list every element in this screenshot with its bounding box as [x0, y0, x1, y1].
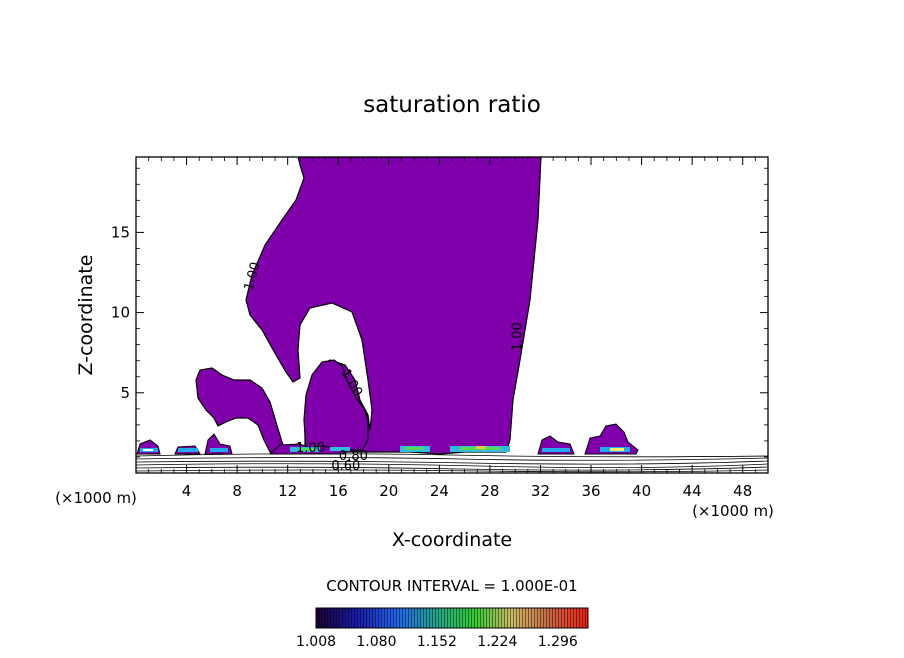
plot-area: 1.001.001.001.000.800.60 — [136, 157, 768, 473]
x-tick-label: 44 — [683, 482, 702, 500]
x-axis-label: X-coordinate — [392, 529, 512, 551]
y-axis-unit: (×1000 m) — [55, 489, 137, 507]
supersat-cores — [140, 446, 630, 452]
colorbar-tick-label: 1.296 — [538, 634, 578, 650]
colorbar-tick-label: 1.152 — [417, 634, 457, 650]
supersat-region-main — [245, 157, 542, 455]
x-tick-label: 48 — [733, 482, 752, 500]
contour-label: 0.60 — [331, 459, 360, 474]
colorbar-tick-label: 1.008 — [296, 634, 336, 650]
x-tick-label: 20 — [379, 482, 398, 500]
y-axis-label: Z-coordinate — [75, 255, 97, 376]
contour-label: 1.00 — [296, 441, 325, 456]
x-tick-label: 16 — [329, 482, 348, 500]
x-tick-label: 36 — [581, 482, 600, 500]
x-axis-ticks: 4 8 12 16 20 24 28 32 36 40 44 48 — [148, 157, 756, 500]
x-tick-label: 12 — [278, 482, 297, 500]
x-tick-label: 32 — [531, 482, 550, 500]
contour-interval-label: CONTOUR INTERVAL = 1.000E-01 — [326, 577, 577, 595]
x-axis-unit: (×1000 m) — [692, 502, 774, 520]
colorbar — [315, 607, 589, 629]
colorbar-tick-label: 1.080 — [356, 634, 396, 650]
low-level-contours — [136, 453, 768, 473]
y-axis-ticks: 5 10 15 — [111, 167, 768, 458]
supersat-band-5 — [584, 423, 639, 455]
x-tick-label: 40 — [632, 482, 651, 500]
x-tick-label: 24 — [430, 482, 449, 500]
supersat-region-inner — [303, 359, 369, 451]
colorbar-tick-label: 1.224 — [477, 634, 517, 650]
y-tick-label: 5 — [120, 384, 130, 402]
contour-label: 0.80 — [339, 449, 368, 464]
colorbar-ticks: 1.008 1.080 1.152 1.224 1.296 — [296, 634, 578, 650]
y-tick-label: 15 — [111, 223, 130, 241]
contour-label: 1.00 — [511, 322, 526, 351]
contour-label: 1.00 — [242, 260, 264, 292]
x-tick-label: 8 — [232, 482, 242, 500]
x-tick-label: 4 — [182, 482, 192, 500]
y-tick-label: 10 — [111, 304, 130, 322]
x-tick-label: 28 — [480, 482, 499, 500]
chart-title: saturation ratio — [363, 92, 541, 118]
contour-labels: 1.001.001.001.000.800.60 — [242, 260, 526, 473]
